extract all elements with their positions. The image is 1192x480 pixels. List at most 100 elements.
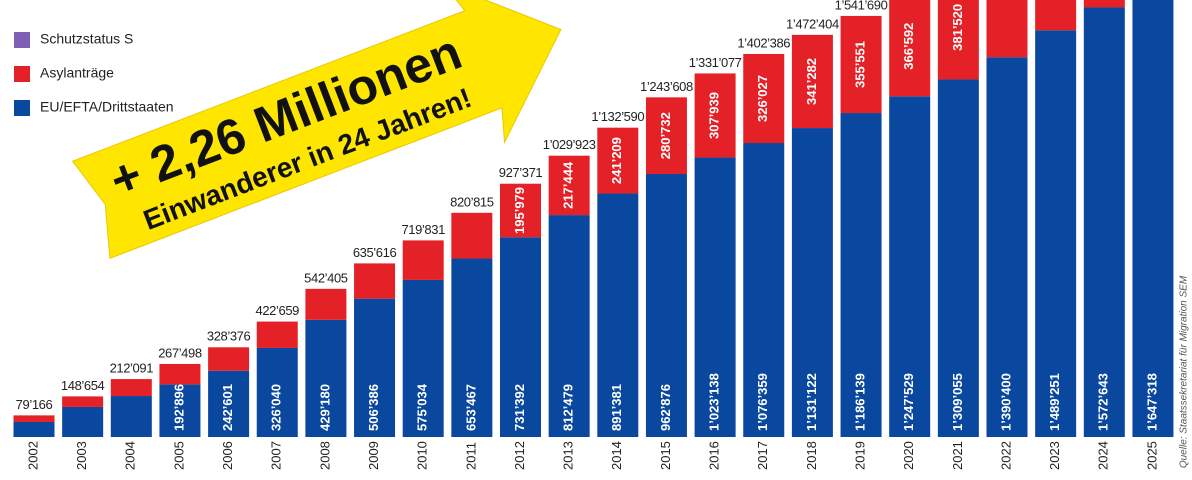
legend-swatch [14,100,30,116]
segment-label: 217’444 [561,161,576,209]
segment-label: 241’209 [609,137,624,184]
bar-segment [840,113,882,438]
x-tick-label: 2005 [171,441,186,470]
arrow [71,0,562,260]
x-tick-label: 2003 [74,441,89,470]
x-tick-label: 2022 [998,441,1013,470]
bar-segment [305,288,347,320]
bar-segment [937,0,979,80]
total-label: 1’541’690 [835,0,888,12]
total-label: 635’616 [353,245,397,260]
legend-label: Schutzstatus S [40,31,133,47]
total-label: 927’371 [499,165,543,180]
legend-swatch [14,66,30,82]
legend-swatch [14,32,30,48]
segment-label: 195’979 [512,187,527,234]
segment-label: 1’247’529 [901,373,916,431]
segment-label: 731’392 [512,384,527,431]
segment-label: 355’551 [852,41,867,88]
x-tick-label: 2008 [317,441,332,470]
bar-segment [256,321,298,348]
bar-segment [110,379,152,397]
bar-segment [986,57,1028,437]
segment-label: 429’180 [317,384,332,431]
total-label: 1’029’923 [543,137,596,152]
segment-label: 242’601 [220,384,235,431]
x-tick-label: 2024 [1096,441,1111,470]
total-label: 1’132’590 [591,109,644,124]
bar-segment [597,127,639,194]
x-tick-label: 2016 [707,441,722,470]
total-label: 542’405 [304,270,348,285]
bar-segment [13,421,55,437]
bar-segment [451,212,493,259]
bar-segment [305,319,347,437]
bar-segment [548,155,590,216]
bar-segment [889,96,931,437]
bar-segment [500,183,541,238]
bar-segment [645,97,687,175]
segment-label: 1’647’318 [1144,373,1159,431]
x-tick-label: 2006 [220,441,235,470]
x-tick-label: 2004 [123,441,138,470]
x-tick-label: 2023 [1047,441,1062,470]
x-tick-label: 2011 [463,442,478,470]
bar-segment [208,370,250,437]
segment-label: 506’386 [366,384,381,431]
segment-label: 812’479 [561,384,576,431]
legend-label: EU/EFTA/Drittstaaten [40,99,174,115]
bar-segment [937,79,979,437]
segment-label: 341’282 [804,58,819,105]
total-label: 1’331’077 [689,55,742,70]
legend: Schutzstatus S Asylanträge EU/EFTA/Drittst… [14,31,174,116]
x-tick-label: 2009 [366,441,381,470]
legend-label: Asylanträge [40,65,114,81]
bar-segment [159,363,201,385]
x-tick-label: 2014 [609,441,624,470]
bar-segment [791,34,833,129]
bar-segment [548,215,590,437]
segment-label: 1’023’138 [707,373,722,431]
segment-label: 1’489’251 [1047,373,1062,431]
bar-segment [402,279,444,437]
bar-segment [1035,30,1077,437]
total-label: 422’659 [256,303,300,318]
bar-segment [645,174,687,437]
segment-label: 280’732 [658,112,673,159]
bar-segment [1083,0,1125,8]
total-label: 719’831 [401,222,445,237]
bar-segment [1035,0,1077,31]
total-label: 212’091 [110,361,154,376]
bar-segment [1132,0,1174,438]
bar-segment [13,415,55,422]
segment-label: 962’876 [658,384,673,431]
bar-segment [354,263,396,299]
x-tick-label: 2007 [269,441,284,470]
segment-label: 575’034 [415,383,430,431]
segment-label: 653’467 [463,384,478,431]
x-tick-label: 2002 [25,441,40,470]
bar-segment [840,15,882,114]
bar-segment [110,396,152,437]
segment-label: 1’131’122 [804,373,819,431]
bar-segment [500,237,541,437]
total-label: 267’498 [158,345,202,360]
segment-label: 326’027 [755,75,770,122]
bar-segment [694,157,736,438]
bar-segment [62,406,104,437]
bar-segment [743,143,785,437]
x-tick-label: 2017 [755,441,770,470]
segment-label: 1’390’400 [998,373,1013,431]
segment-label: 1’572’643 [1096,373,1111,431]
x-tick-label: 2012 [512,441,527,470]
bar-segment [1083,7,1125,437]
bar-segment [743,53,785,144]
bar-segment [159,384,201,437]
total-label: 328’376 [207,329,251,344]
bar-segment [597,193,639,437]
x-tick-label: 2018 [804,441,819,470]
total-label: 79’166 [16,397,53,412]
segment-label: 1’309’055 [950,373,965,431]
x-tick-label: 2013 [561,441,576,470]
